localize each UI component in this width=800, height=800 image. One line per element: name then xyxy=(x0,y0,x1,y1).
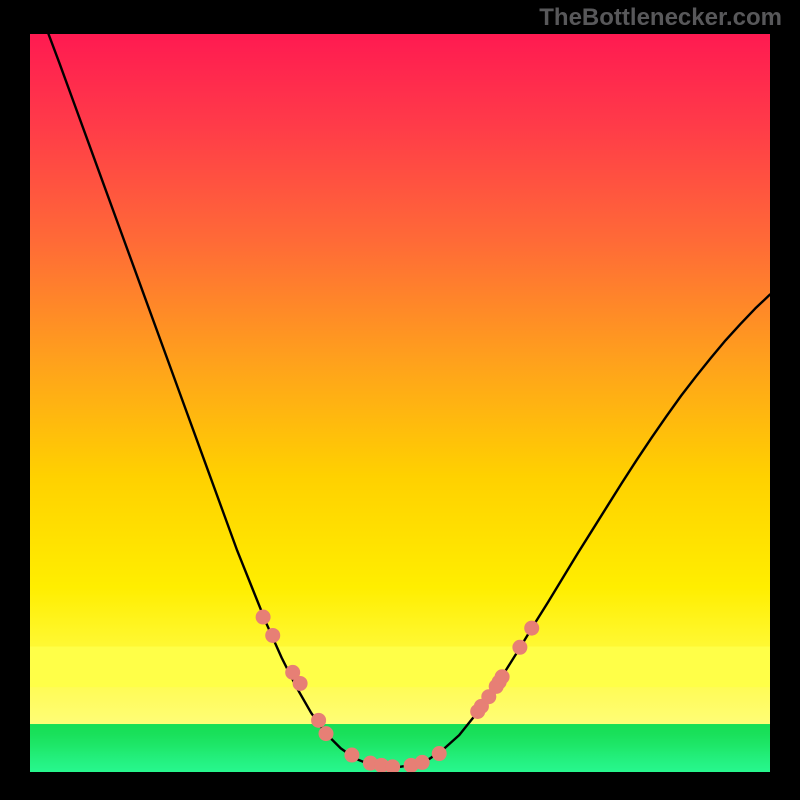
curve-marker xyxy=(265,628,280,643)
curve-marker xyxy=(344,748,359,763)
curve-marker xyxy=(495,669,510,684)
curve-marker xyxy=(524,621,539,636)
stage: TheBottlenecker.com xyxy=(0,0,800,800)
curve-marker xyxy=(512,640,527,655)
curve-marker xyxy=(432,746,447,761)
curve-marker xyxy=(311,713,326,728)
curve-marker xyxy=(319,726,334,741)
curve-marker xyxy=(415,755,430,770)
curve-marker xyxy=(293,676,308,691)
chart-svg xyxy=(30,34,770,772)
pale-yellow-band xyxy=(30,647,770,688)
curve-marker xyxy=(256,610,271,625)
bottleneck-curve-chart xyxy=(30,34,770,772)
green-safe-band xyxy=(30,724,770,772)
watermark-label: TheBottlenecker.com xyxy=(539,4,782,32)
